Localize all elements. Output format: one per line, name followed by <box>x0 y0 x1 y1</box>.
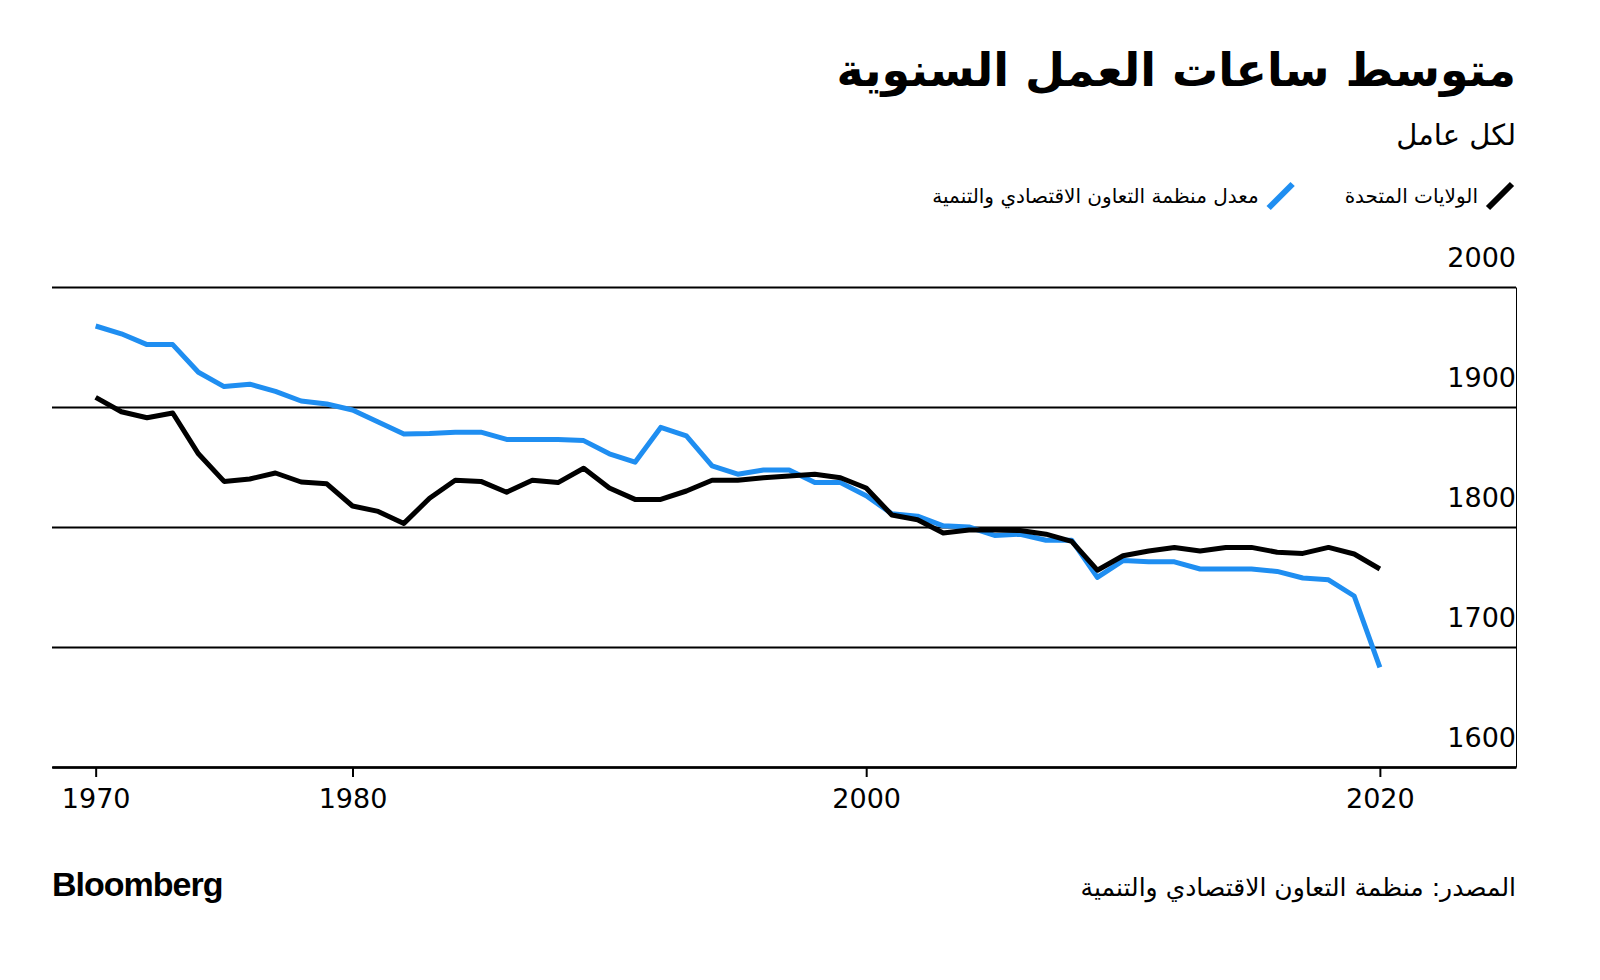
y-tick: 2000 <box>52 242 1516 287</box>
plot-area <box>96 326 1380 667</box>
x-tick: 2000 <box>832 767 901 814</box>
x-tick-mark <box>866 767 868 777</box>
legend: الولايات المتحدة معدل منظمة التعاون الاقت… <box>932 184 1512 209</box>
series-line <box>96 326 1380 667</box>
y-tick-label: 1600 <box>1447 722 1516 753</box>
credit: Bloomberg <box>52 865 222 903</box>
subtitle: لكل عامل <box>1396 118 1516 152</box>
legend-key <box>1488 184 1512 208</box>
grid-line <box>52 527 1516 529</box>
x-tick-mark <box>95 767 97 777</box>
legend-label: معدل منظمة التعاون الاقتصادي والتنمية <box>932 184 1258 209</box>
y-tick-label: 1800 <box>1447 482 1516 513</box>
source: المصدر: منظمة التعاون الاقتصادي والتنمية <box>1081 873 1516 903</box>
x-tick: 2020 <box>1346 767 1415 814</box>
x-tick: 1980 <box>319 767 388 814</box>
series-line <box>96 397 1380 570</box>
y-axis-line <box>1516 288 1517 768</box>
y-tick: 1700 <box>52 602 1516 647</box>
grid-line <box>52 767 1516 769</box>
y-tick-label: 1700 <box>1447 602 1516 633</box>
x-tick-label: 2020 <box>1346 783 1415 814</box>
x-tick-label: 2000 <box>832 783 901 814</box>
x-tick-mark <box>1379 767 1381 777</box>
title: متوسط ساعات العمل السنوية <box>836 43 1516 97</box>
x-axis: 1970 1980 2000 2020 <box>53 767 1517 814</box>
x-tick-mark <box>352 767 354 777</box>
legend-label: الولايات المتحدة <box>1345 184 1478 208</box>
y-tick-label: 1900 <box>1447 362 1516 393</box>
x-tick-label: 1970 <box>62 783 131 814</box>
x-tick: 1970 <box>62 767 131 814</box>
y-tick: 1900 <box>52 362 1516 407</box>
chart: متوسط ساعات العمل السنوية لكل عامل الولايا… <box>0 0 1600 980</box>
y-tick-label: 2000 <box>1447 242 1516 273</box>
y-tick: 1600 <box>52 722 1516 767</box>
y-tick: 1800 <box>52 482 1516 527</box>
legend-key <box>1269 184 1293 208</box>
y-axis: 1600 1700 1800 1900 2000 <box>52 242 1517 767</box>
grid-line <box>52 407 1516 409</box>
grid-line <box>52 287 1516 289</box>
grid-line <box>52 647 1516 649</box>
x-tick-label: 1980 <box>319 783 388 814</box>
x-axis-line <box>53 766 1517 769</box>
